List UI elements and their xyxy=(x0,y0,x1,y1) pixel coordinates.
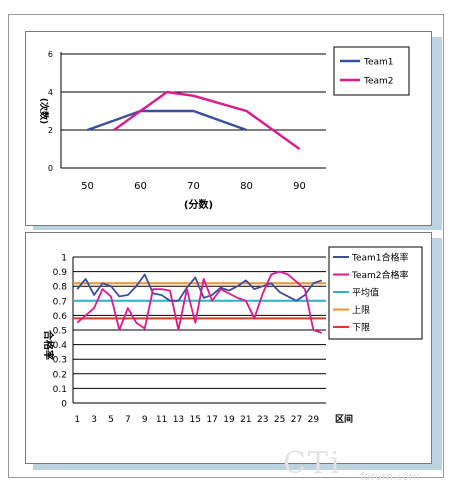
chart2-x-tick-label: 27 xyxy=(291,415,302,425)
chart2-legend-label: Team2合格率 xyxy=(351,269,409,281)
chart2-legend-label: 平均值 xyxy=(352,287,379,299)
watermark-sub: forum.com xyxy=(360,470,420,483)
chart2-x-tick-label: 15 xyxy=(190,415,201,425)
chart2-y-tick-label: 0.5 xyxy=(53,327,67,337)
chart1-svg: 0 2 4 6 50 60 70 80 90 (分数) (次数) Team1 Team2 xyxy=(38,46,410,211)
chart2-y-tick-label: 0 xyxy=(61,400,67,410)
chart2-y-tick-label: 0.1 xyxy=(53,385,67,395)
chart1-y-tick-label: 0 xyxy=(48,164,53,173)
chart1-legend-label: Team2 xyxy=(363,77,394,87)
chart2-y-tick-label: 0.3 xyxy=(53,356,67,366)
chart1-x-tick-label: 80 xyxy=(240,181,253,192)
chart1-series-line-1 xyxy=(87,109,247,132)
chart2-svg: 00.10.20.30.40.50.60.70.80.911 3 5 7 9 11 13 15… xyxy=(42,246,423,425)
chart2-series-line-2 xyxy=(76,270,323,334)
chart2-x-tick-label: 19 xyxy=(223,415,235,425)
chart2-panel: 0 0.1 0.2 0.3 0.4 0.5 0.6 0.7 0.8 0.9 1 1 3 5 7 9 11 13 15… xyxy=(25,232,432,464)
chart2-x-tick-label: 9 xyxy=(142,415,148,425)
chart1-x-tick-label: 90 xyxy=(293,181,306,192)
chart1-x-axis-label: (分数) xyxy=(184,198,213,211)
chart2-y-tick-label: 0.8 xyxy=(53,283,68,293)
watermark-logo: CTi xyxy=(283,446,342,481)
chart2-x-tick-label: 13 xyxy=(173,415,184,425)
chart1-x-tick-label: 60 xyxy=(134,181,147,192)
chart2-y-tick-label: 0.6 xyxy=(53,312,68,322)
chart1-x-tick-label: 70 xyxy=(187,181,200,192)
chart2-y-tick-label: 0.9 xyxy=(53,268,68,278)
chart2-y-axis-label: 合格率 xyxy=(42,329,55,360)
chart2-y-tick-label: 0.2 xyxy=(53,370,67,380)
chart1-y-tick-label: 2 xyxy=(48,126,53,135)
chart2-series-line-1 xyxy=(76,273,323,302)
chart2-x-tick-label: 23 xyxy=(257,415,268,425)
chart1-series-line-2 xyxy=(113,90,301,150)
chart2-y-tick-label: 0.7 xyxy=(53,297,67,307)
chart2-x-axis-label: 区间 xyxy=(335,413,353,425)
chart1-panel: 0 2 4 6 50 60 70 80 90 (分数) (次数) Team1 Team2 xyxy=(25,31,432,226)
chart2-x-tick-label: 17 xyxy=(206,415,217,425)
chart1-y-tick-label: 4 xyxy=(48,88,53,97)
chart2-x-tick-label: 7 xyxy=(125,415,131,425)
chart2-x-tick-label: 5 xyxy=(108,415,114,425)
chart2-legend-label: Team1合格率 xyxy=(351,252,409,264)
chart2-x-tick-label: 11 xyxy=(156,415,167,425)
chart2-x-tick-label: 21 xyxy=(240,415,251,425)
chart1-y-axis-label: (次数) xyxy=(38,98,50,124)
chart2-x-tick-label: 25 xyxy=(274,415,285,425)
chart2-x-tick-label: 1 xyxy=(74,415,80,425)
chart2-y-tick-label: 1 xyxy=(61,254,67,264)
chart1-legend-box xyxy=(333,46,410,96)
chart1-y-tick-label: 6 xyxy=(48,50,53,59)
chart1-legend-label: Team1 xyxy=(363,58,394,68)
chart1-x-tick-label: 50 xyxy=(81,181,94,192)
chart2-legend-label: 上限 xyxy=(352,305,370,316)
chart2-x-tick-label: 3 xyxy=(91,415,97,425)
chart2-y-tick-label: 0.4 xyxy=(53,341,68,351)
chart2-legend-label: 下限 xyxy=(352,323,370,334)
chart2-x-tick-label: 29 xyxy=(308,415,320,425)
